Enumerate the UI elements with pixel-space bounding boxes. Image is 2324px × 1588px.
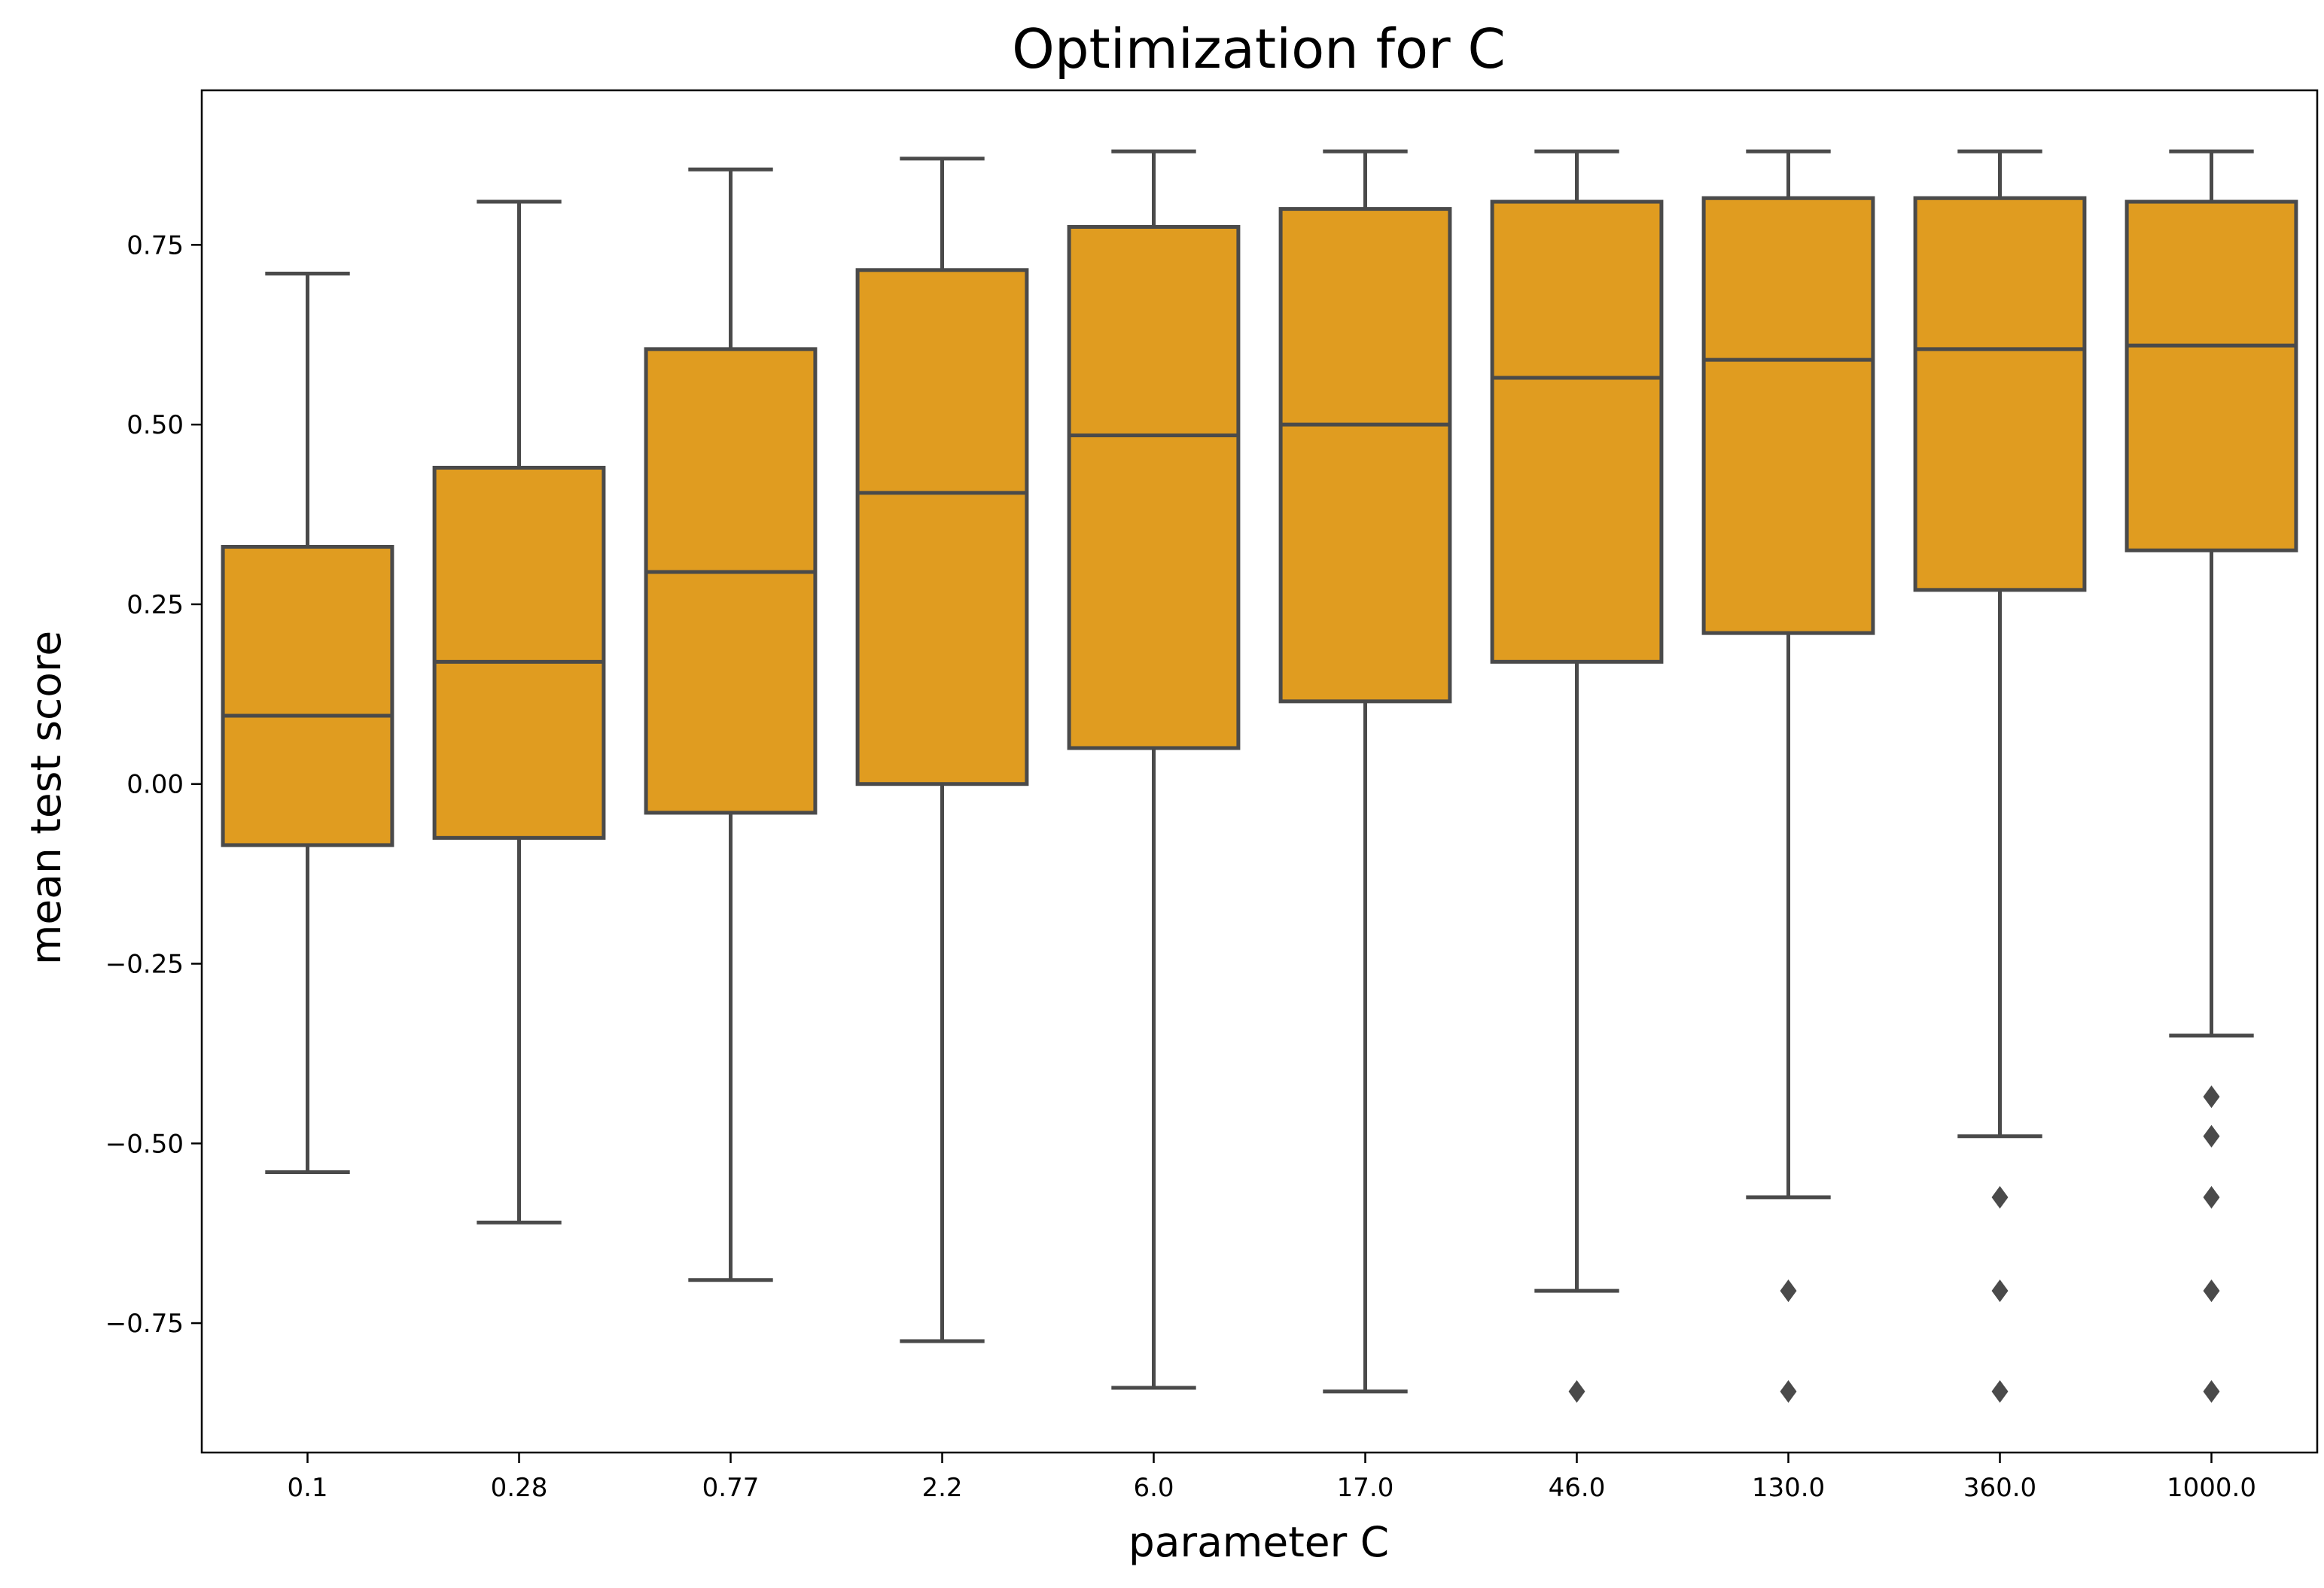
plot-frame bbox=[200, 89, 2319, 1454]
y-tick-label: −0.50 bbox=[105, 1129, 184, 1159]
outlier-point bbox=[1991, 1380, 2009, 1403]
box-iqr bbox=[1490, 199, 1664, 664]
x-axis-label: parameter C bbox=[1128, 1518, 1389, 1566]
x-tick-label: 2.2 bbox=[921, 1473, 962, 1503]
x-tick-label: 17.0 bbox=[1337, 1473, 1394, 1503]
box-iqr bbox=[644, 347, 818, 815]
box-iqr bbox=[1067, 224, 1241, 750]
outlier-point bbox=[2203, 1124, 2220, 1148]
x-tick-label: 0.28 bbox=[491, 1473, 548, 1503]
x-tick-label: 130.0 bbox=[1752, 1473, 1825, 1503]
y-axis-label: mean test score bbox=[22, 631, 70, 965]
outlier-point bbox=[1991, 1279, 2009, 1303]
box-iqr bbox=[221, 545, 394, 847]
y-tick-label: 0.25 bbox=[126, 590, 184, 620]
outlier-point bbox=[2203, 1380, 2220, 1403]
chart-title: Optimization for C bbox=[1012, 17, 1506, 81]
box-iqr bbox=[432, 465, 606, 840]
y-tick-label: −0.75 bbox=[105, 1309, 184, 1339]
y-tick-label: −0.25 bbox=[105, 950, 184, 980]
outlier-point bbox=[1780, 1380, 1797, 1403]
outlier-point bbox=[1991, 1185, 2009, 1209]
box-iqr bbox=[1913, 196, 2087, 592]
box-iqr bbox=[1278, 207, 1452, 704]
outlier-point bbox=[2203, 1185, 2220, 1209]
x-tick-label: 46.0 bbox=[1549, 1473, 1606, 1503]
y-tick-label: 0.75 bbox=[126, 230, 184, 260]
outlier-point bbox=[2203, 1279, 2220, 1303]
x-tick-label: 0.77 bbox=[702, 1473, 760, 1503]
plot-area: −0.75 −0.50 −0.25 0.00 0.25 0.50 0.75 0.1 0.28 0.… bbox=[105, 149, 2298, 1503]
box-iqr bbox=[855, 268, 1029, 786]
x-tick-label: 6.0 bbox=[1133, 1473, 1174, 1503]
outlier-point bbox=[2203, 1085, 2220, 1109]
y-tick-label: 0.00 bbox=[126, 770, 184, 800]
outlier-point bbox=[1780, 1279, 1797, 1303]
x-tick-label: 0.1 bbox=[287, 1473, 327, 1503]
box-iqr bbox=[1701, 196, 1875, 635]
x-tick-label: 360.0 bbox=[1963, 1473, 2036, 1503]
box-iqr bbox=[2124, 199, 2298, 552]
x-tick-label: 1000.0 bbox=[2167, 1473, 2256, 1503]
y-tick-label: 0.50 bbox=[126, 410, 184, 440]
outlier-point bbox=[1568, 1380, 1585, 1403]
